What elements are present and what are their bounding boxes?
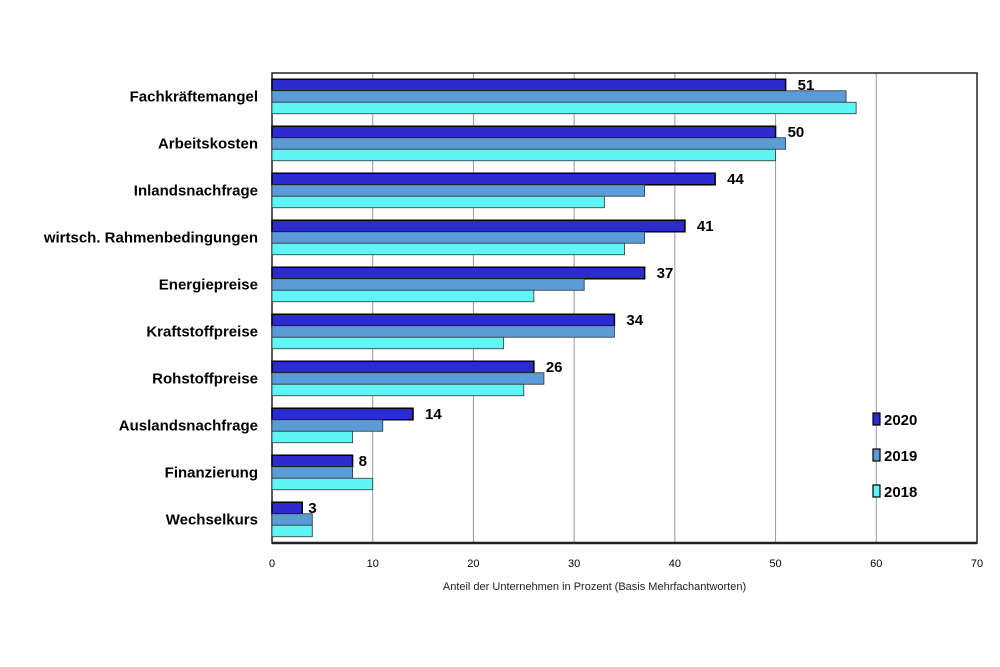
legend-swatch: [872, 484, 881, 498]
bar-2019: [271, 513, 313, 526]
x-tick-label: 30: [568, 558, 580, 570]
category-label: Wechselkurs: [166, 512, 258, 529]
bar-2019: [271, 419, 384, 432]
legend-label: 2020: [884, 412, 917, 429]
data-label: 50: [788, 124, 805, 141]
category-label: Auslandsnachfrage: [119, 418, 258, 435]
data-label: 41: [697, 218, 714, 235]
category-label: Kraftstoffpreise: [146, 324, 258, 341]
bar-2019: [271, 466, 353, 479]
bar-2018: [271, 242, 625, 256]
bar-2020: [271, 501, 303, 515]
bar-2020: [271, 78, 787, 92]
category-label: Energiepreise: [159, 277, 258, 294]
category-label: Finanzierung: [165, 465, 258, 482]
bar-2019: [271, 325, 615, 338]
x-tick-label: 20: [467, 558, 479, 570]
bar-2018: [271, 477, 374, 491]
legend-label: 2019: [884, 448, 917, 465]
category-label: wirtsch. Rahmenbedingungen: [43, 230, 258, 247]
bar-2018: [271, 383, 525, 397]
bar-2020: [271, 360, 535, 374]
bar-2018: [271, 195, 605, 209]
x-tick-label: 40: [669, 558, 681, 570]
bar-2020: [271, 125, 777, 139]
category-label: Fachkräftemangel: [130, 89, 258, 106]
data-label: 3: [308, 500, 316, 517]
bar-2018: [271, 148, 776, 162]
category-label: Arbeitskosten: [158, 136, 258, 153]
legend-swatch: [872, 448, 881, 462]
category-label: Inlandsnachfrage: [134, 183, 258, 200]
bar-2019: [271, 231, 646, 244]
data-label: 14: [425, 406, 442, 423]
data-label: 51: [798, 77, 815, 94]
data-label: 44: [727, 171, 744, 188]
x-tick-label: 50: [769, 558, 781, 570]
x-tick-label: 10: [367, 558, 379, 570]
data-label: 26: [546, 359, 563, 376]
category-label: Rohstoffpreise: [152, 371, 258, 388]
x-tick-label: 60: [870, 558, 882, 570]
bar-2019: [271, 184, 646, 197]
data-label: 37: [657, 265, 674, 282]
legend-label: 2018: [884, 484, 917, 501]
bar-2018: [271, 524, 313, 538]
bar-2019: [271, 372, 545, 385]
bar-2020: [271, 172, 716, 186]
bar-2020: [271, 407, 414, 421]
bar-2018: [271, 289, 535, 303]
legend-swatch: [872, 412, 881, 426]
data-label: 34: [626, 312, 643, 329]
bar-2018: [271, 336, 505, 350]
bar-2019: [271, 278, 585, 291]
x-tick-label: 0: [269, 558, 275, 570]
bar-2020: [271, 454, 354, 468]
data-label: 8: [359, 453, 367, 470]
bar-2018: [271, 101, 857, 115]
x-tick-label: 70: [971, 558, 983, 570]
bar-2019: [271, 90, 847, 103]
x-axis-title: Anteil der Unternehmen in Prozent (Basis…: [443, 581, 746, 593]
bar-2020: [271, 313, 616, 327]
bar-2019: [271, 137, 787, 150]
bar-2018: [271, 430, 353, 444]
bar-2020: [271, 219, 686, 233]
bar-2020: [271, 266, 646, 280]
